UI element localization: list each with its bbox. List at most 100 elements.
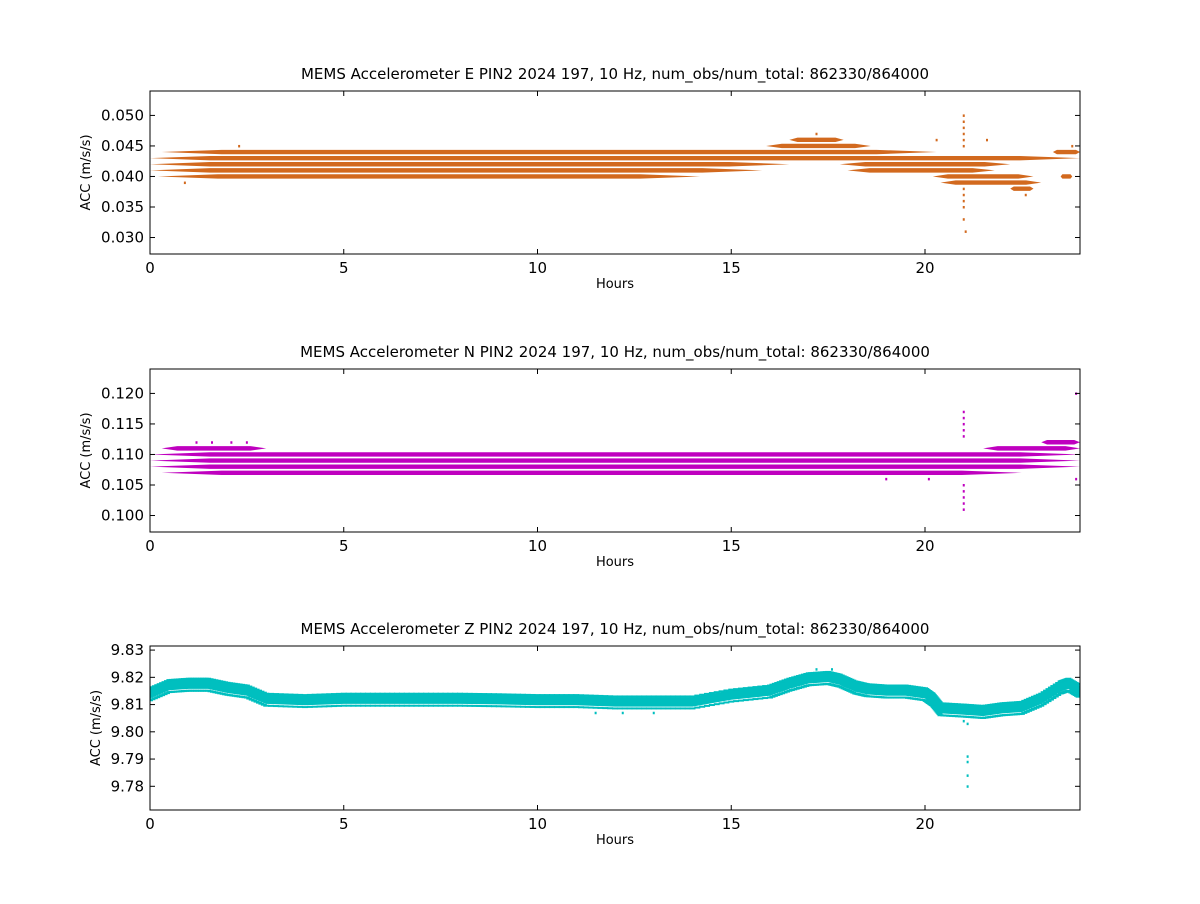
data-point xyxy=(495,693,502,696)
data-point xyxy=(573,694,580,697)
data-point xyxy=(287,705,294,708)
data-point xyxy=(966,760,969,764)
data-point xyxy=(345,692,352,695)
data-point xyxy=(558,706,565,709)
y-tick-label: 0.120 xyxy=(101,384,144,402)
data-point xyxy=(1047,698,1054,701)
data-point xyxy=(587,694,594,697)
x-tick-label: 0 xyxy=(145,537,155,555)
data-point xyxy=(652,711,655,715)
data-point xyxy=(549,694,556,697)
data-point xyxy=(403,704,410,707)
data-point xyxy=(384,692,391,695)
data-point xyxy=(689,695,696,698)
data-point xyxy=(762,697,769,700)
data-point xyxy=(962,187,965,191)
data-point xyxy=(929,692,936,695)
data-point xyxy=(737,687,744,690)
data-point xyxy=(641,707,648,710)
data-point xyxy=(510,693,517,696)
data-point xyxy=(718,690,725,693)
data-point xyxy=(326,705,333,708)
data-point xyxy=(1028,708,1035,711)
data-point xyxy=(408,692,415,695)
data-point xyxy=(379,704,386,707)
data-point xyxy=(621,707,628,710)
data-band-strip xyxy=(150,168,763,173)
data-point xyxy=(1030,707,1037,710)
data-point xyxy=(476,692,483,695)
data-point xyxy=(757,697,764,700)
data-point xyxy=(471,704,478,707)
data-point xyxy=(230,441,233,444)
data-point xyxy=(302,706,308,709)
data-point xyxy=(1030,695,1037,698)
data-point xyxy=(936,701,943,704)
data-band xyxy=(161,470,1022,475)
data-band-strip xyxy=(839,162,1011,167)
data-point xyxy=(495,705,502,708)
data-layer xyxy=(150,668,1080,788)
data-point xyxy=(427,692,434,695)
data-point xyxy=(737,699,744,702)
x-tick-label: 20 xyxy=(915,537,934,555)
data-point xyxy=(936,713,943,716)
data-point xyxy=(553,694,560,697)
data-point xyxy=(297,705,304,708)
data-point xyxy=(251,687,258,690)
data-point xyxy=(655,695,662,698)
data-point xyxy=(292,705,299,708)
data-band xyxy=(150,162,790,167)
data-point xyxy=(679,695,686,698)
data-point xyxy=(277,693,284,696)
data-point xyxy=(251,699,258,702)
data-point xyxy=(515,705,522,708)
x-tick-label: 20 xyxy=(915,259,934,277)
data-band-strip xyxy=(150,464,1080,469)
data-point xyxy=(641,695,648,698)
data-point xyxy=(665,707,672,710)
plot-frame xyxy=(149,645,1081,811)
data-point xyxy=(500,705,507,708)
y-tick-label: 9.80 xyxy=(111,723,144,741)
data-point xyxy=(389,704,396,707)
data-point xyxy=(437,692,444,695)
data-point xyxy=(1023,698,1030,701)
data-point xyxy=(616,707,623,710)
x-tick-label: 10 xyxy=(528,537,547,555)
data-point xyxy=(316,705,323,708)
data-point xyxy=(934,698,941,701)
data-point xyxy=(282,705,289,708)
data-point xyxy=(594,711,597,715)
data-point xyxy=(374,692,381,695)
data-point xyxy=(292,693,299,696)
data-point xyxy=(1026,697,1033,700)
data-point xyxy=(962,193,965,197)
data-point xyxy=(150,698,156,701)
data-point xyxy=(962,502,965,505)
data-point xyxy=(306,693,313,696)
data-point xyxy=(1033,706,1040,709)
data-point xyxy=(621,695,628,698)
data-point xyxy=(340,704,347,707)
data-trend-ribbon xyxy=(150,672,1080,717)
data-point xyxy=(1026,709,1033,712)
data-point xyxy=(398,704,405,707)
data-point xyxy=(674,707,681,710)
data-point xyxy=(156,695,163,698)
data-point xyxy=(602,707,609,710)
data-point xyxy=(616,695,623,698)
data-band xyxy=(150,464,1080,469)
data-point xyxy=(355,704,362,707)
data-point xyxy=(621,711,624,715)
data-point xyxy=(582,694,589,697)
data-point xyxy=(728,700,735,703)
data-point xyxy=(964,230,967,233)
data-band xyxy=(150,168,763,173)
data-point xyxy=(636,695,643,698)
data-point xyxy=(742,687,749,690)
data-point xyxy=(607,707,614,710)
data-point xyxy=(246,697,253,700)
data-point xyxy=(471,692,478,695)
data-point xyxy=(423,704,430,707)
